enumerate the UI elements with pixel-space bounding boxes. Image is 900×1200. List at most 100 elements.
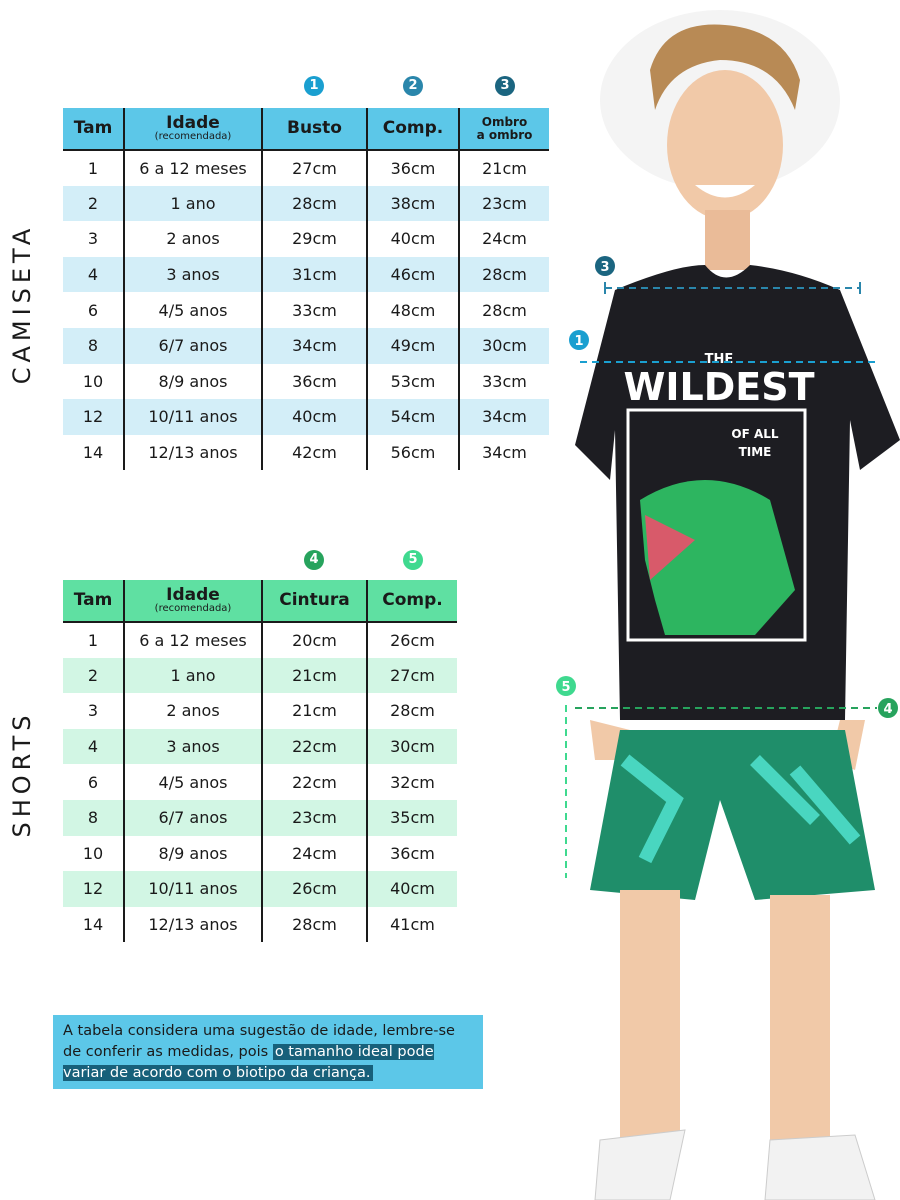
marker-3: 3 — [600, 260, 609, 275]
marker-4: 4 — [883, 702, 892, 717]
table-cell: 1 ano — [123, 657, 262, 694]
badge-4: 4 — [304, 550, 324, 570]
table-cell: 28cm — [366, 693, 457, 729]
table-cell: 8 — [63, 799, 124, 836]
table-cell: 12/13 anos — [123, 906, 262, 943]
badge-1: 1 — [304, 76, 324, 96]
table-cell: 10/11 anos — [123, 399, 262, 435]
table-row: 12 10/11 anos 40cm 54cm 34cm — [63, 399, 549, 435]
print-the: THE — [705, 352, 734, 367]
shoulder-measure-line — [604, 282, 861, 294]
table-cell: 35cm — [366, 799, 457, 836]
table-cell: 34cm — [458, 399, 549, 435]
table-cell: 38cm — [366, 185, 459, 222]
table-cell: 30cm — [458, 327, 549, 364]
table-row: 1 6 a 12 meses 27cm 36cm 21cm — [63, 150, 549, 186]
header-idade: Idade (recomendada) — [123, 580, 262, 623]
table-row: 8 6/7 anos 23cm 35cm — [63, 799, 457, 836]
table-cell: 28cm — [261, 906, 367, 943]
table-cell: 6/7 anos — [123, 327, 262, 364]
table-cell: 36cm — [366, 835, 457, 872]
table-cell: 6 — [87, 300, 99, 320]
print-of-all: OF ALL — [731, 427, 779, 441]
table-cell: 2 anos — [123, 693, 262, 729]
table-cell: 49cm — [366, 327, 459, 364]
table-cell: 10 — [82, 371, 104, 391]
shorts-size-table: Tam Idade (recomendada) Cintura Comp. 1 6 … — [63, 580, 457, 943]
table-cell: 21cm — [458, 150, 549, 186]
table-cell: 36cm — [261, 363, 367, 400]
table-cell: 27cm — [261, 150, 367, 186]
table-cell: 28cm — [458, 292, 549, 328]
hair — [650, 24, 800, 110]
table-cell: 12 — [63, 871, 124, 907]
table-row: 6 4/5 anos 22cm 32cm — [63, 764, 457, 800]
table-cell: 10/11 anos — [123, 871, 262, 907]
header-tam: Tam — [63, 580, 124, 623]
table-cell: 41cm — [366, 906, 457, 943]
table-cell: 2 — [63, 657, 124, 694]
table-row: 14 12/13 anos 42cm 56cm 34cm — [63, 434, 549, 471]
table-row: 3 2 anos 21cm 28cm — [63, 693, 457, 729]
table-cell: 28cm — [458, 256, 549, 293]
table-row: 10 8/9 anos 36cm 53cm 33cm — [63, 363, 549, 400]
table-cell: 40cm — [261, 399, 367, 435]
table-cell: 22cm — [261, 728, 367, 765]
table-row: 1 6 a 12 meses 20cm 26cm — [63, 622, 457, 658]
table-cell: 4 — [63, 728, 124, 765]
table-cell: 29cm — [261, 221, 367, 257]
camiseta-size-table: Tam Idade (recomendada) Busto Comp. Ombro… — [63, 108, 549, 471]
table-cell: 14 — [82, 443, 104, 463]
header-comp: Comp. — [366, 580, 457, 623]
header-comp: Comp. — [366, 108, 459, 151]
table-row: 10 8/9 anos 24cm 36cm — [63, 835, 457, 872]
table-cell: 8/9 anos — [123, 363, 262, 400]
table-cell: 14 — [82, 915, 104, 935]
table-cell: 8/9 anos — [123, 835, 262, 872]
header-ombro: Ombro a ombro — [458, 108, 549, 151]
table-cell: 12 — [63, 399, 124, 435]
table-cell: 33cm — [261, 292, 367, 328]
table-cell: 40cm — [366, 871, 457, 907]
table-cell: 34cm — [261, 327, 367, 364]
header-tam: Tam — [63, 108, 124, 151]
table-row: 14 12/13 anos 28cm 41cm — [63, 906, 457, 943]
table-row: 6 4/5 anos 33cm 48cm 28cm — [63, 292, 549, 328]
table-cell: 33cm — [458, 363, 549, 400]
table-cell: 20cm — [261, 622, 367, 658]
table-cell: 53cm — [366, 363, 459, 400]
table-cell: 1 — [87, 158, 99, 178]
table-cell: 31cm — [261, 256, 367, 293]
table-cell: 56cm — [366, 434, 459, 471]
table-cell: 54cm — [366, 399, 459, 435]
header-busto: Busto — [261, 108, 367, 151]
marker-5: 5 — [561, 680, 570, 695]
table-cell: 1 — [87, 630, 99, 650]
header-cintura: Cintura — [261, 580, 367, 623]
shorts-section-label: SHORTS — [8, 710, 36, 838]
badge-5: 5 — [403, 550, 423, 570]
table-cell: 21cm — [261, 693, 367, 729]
table-cell: 34cm — [458, 434, 549, 471]
table-cell: 24cm — [261, 835, 367, 872]
table-cell: 27cm — [366, 657, 457, 694]
table-cell: 24cm — [458, 221, 549, 257]
badge-2: 2 — [403, 76, 423, 96]
size-note: A tabela considera uma sugestão de idade… — [53, 1015, 483, 1089]
table-cell: 10 — [82, 843, 104, 863]
table-cell: 3 anos — [123, 256, 262, 293]
model-photo: THE WILDEST OF ALL TIME 3 1 5 4 — [556, 10, 900, 1200]
table-cell: 23cm — [458, 185, 549, 222]
table-cell: 6 — [87, 772, 99, 792]
table-cell: 6 a 12 meses — [123, 622, 262, 658]
table-cell: 32cm — [366, 764, 457, 800]
table-cell: 42cm — [261, 434, 367, 471]
print-time: TIME — [739, 445, 772, 459]
table-cell: 4 — [63, 256, 124, 293]
table-row: 8 6/7 anos 34cm 49cm 30cm — [63, 327, 549, 364]
header-idade: Idade (recomendada) — [123, 108, 262, 151]
table-cell: 26cm — [261, 871, 367, 907]
